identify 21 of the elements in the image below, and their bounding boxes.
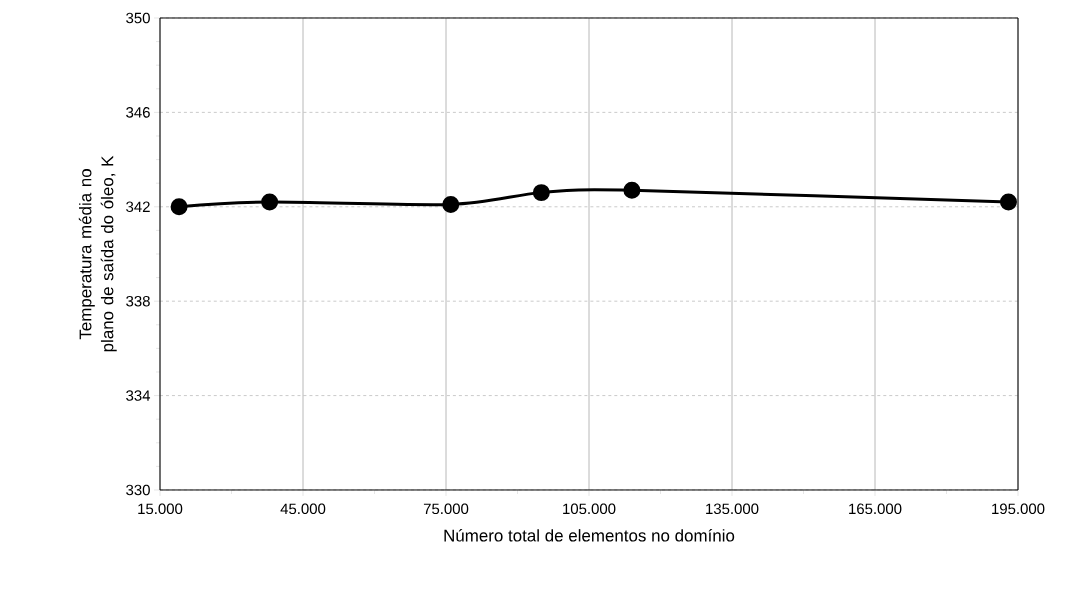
x-tick-label: 105.000 bbox=[563, 503, 616, 515]
x-tick-label: 195.000 bbox=[992, 503, 1045, 515]
x-tick-label: 15.000 bbox=[138, 503, 183, 515]
point bbox=[623, 181, 641, 199]
y-tick-label: 346 bbox=[126, 107, 150, 118]
x-tick-label: 135.000 bbox=[706, 503, 759, 515]
x-tick-label: 75.000 bbox=[423, 503, 469, 515]
y-tick-label: 334 bbox=[126, 390, 151, 401]
x-tick-label: 165.000 bbox=[849, 503, 902, 515]
point bbox=[532, 184, 550, 202]
x-tick-label: 45.000 bbox=[280, 503, 326, 515]
point bbox=[442, 195, 460, 213]
y-tick-label: 338 bbox=[126, 295, 150, 307]
x-axis-title: Número total de elementos no domínio bbox=[444, 528, 735, 542]
point bbox=[261, 193, 279, 211]
y-tick-label: 330 bbox=[126, 484, 150, 496]
y-tick-label: 350 bbox=[126, 12, 150, 24]
point bbox=[999, 193, 1017, 211]
y-tick-label: 342 bbox=[126, 201, 150, 213]
y-axis-title: Temperatura média no plano de saída do óleo, K bbox=[78, 155, 117, 352]
point bbox=[170, 198, 188, 216]
